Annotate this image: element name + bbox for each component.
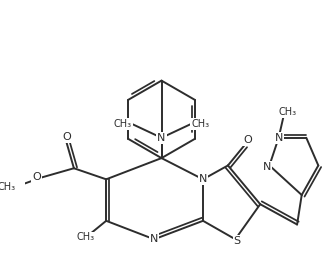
Text: CH₃: CH₃ [191,119,209,129]
Text: CH₃: CH₃ [0,182,16,192]
Text: O: O [243,135,252,145]
Text: N: N [263,162,271,172]
Text: O: O [62,132,71,142]
Text: CH₃: CH₃ [114,119,132,129]
Text: CH₃: CH₃ [279,107,297,117]
Text: N: N [150,234,158,244]
Text: N: N [157,133,166,143]
Text: N: N [274,133,283,143]
Text: O: O [32,172,41,182]
Text: S: S [233,236,241,246]
Text: N: N [199,174,207,184]
Text: CH₃: CH₃ [77,233,95,243]
